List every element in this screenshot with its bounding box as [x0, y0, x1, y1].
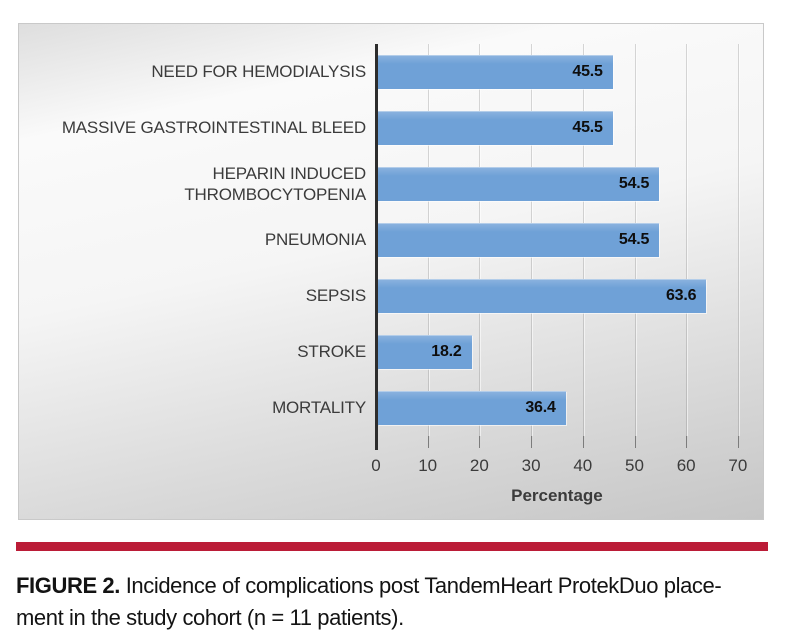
category-label-text: NEED FOR HEMODIALYSIS [151, 62, 366, 82]
x-axis-tick-label: 60 [676, 456, 696, 475]
x-axis-tick-label: 70 [728, 456, 748, 475]
x-axis-tick-label: 0 [371, 456, 381, 475]
category-label: HEPARIN INDUCED THROMBOCYTOPENIA [23, 156, 366, 212]
x-axis-tick-label: 30 [521, 456, 541, 475]
category-label: MORTALITY [23, 380, 366, 436]
bar: 54.5 [377, 167, 660, 201]
x-axis-tick-label: 10 [418, 456, 438, 475]
bar-value-label: 45.5 [572, 63, 603, 80]
bar: 18.2 [377, 335, 472, 369]
category-label-text: STROKE [297, 342, 366, 362]
category-label: MASSIVE GASTROINTESTINAL BLEED [23, 100, 366, 156]
figure-caption: FIGURE 2. Incidence of complications pos… [16, 570, 780, 634]
bar-value-label: 18.2 [431, 343, 462, 360]
bar-value-label: 54.5 [618, 175, 650, 192]
gridline [686, 44, 688, 436]
category-label: SEPSIS [23, 268, 366, 324]
category-label: NEED FOR HEMODIALYSIS [23, 44, 366, 100]
caption-line-1-text: Incidence of complications post TandemHe… [119, 573, 722, 598]
x-axis-tick-label: 50 [625, 456, 644, 475]
caption-line-1: FIGURE 2. Incidence of complications pos… [16, 573, 722, 598]
category-label-text: MASSIVE GASTROINTESTINAL BLEED [61, 118, 366, 138]
caption-line-2: ment in the study cohort (n = 11 patient… [16, 605, 404, 630]
gridline [737, 44, 739, 436]
bar: 36.4 [377, 391, 566, 425]
axis-tick-mark [686, 436, 688, 448]
axis-tick-mark [582, 436, 584, 448]
category-label-text: PNEUMONIA [264, 230, 366, 250]
figure-number-label: FIGURE 2. [16, 573, 120, 598]
bar: 45.5 [377, 55, 613, 89]
bar-chart: 0 10 20 30 40 50 60 70 NEED FOR HEMODIALYSIS 45.5… [18, 23, 764, 520]
bar: 63.6 [377, 279, 707, 313]
axis-tick-mark [479, 436, 481, 448]
category-label: PNEUMONIA [23, 212, 366, 268]
category-label-text: MORTALITY [272, 398, 366, 418]
bar-value-label: 36.4 [525, 399, 556, 416]
axis-tick-mark [427, 436, 429, 448]
axis-tick-mark [634, 436, 636, 448]
x-axis-tick-label: 20 [469, 456, 489, 475]
caption-divider-rule [16, 542, 768, 551]
category-label-text: SEPSIS [305, 286, 366, 306]
bar-value-label: 63.6 [665, 287, 697, 304]
bar-value-label: 45.5 [572, 119, 603, 136]
category-label: STROKE [23, 324, 366, 380]
y-axis-line [374, 44, 378, 450]
x-axis-tick-label: 40 [573, 456, 593, 475]
bar-value-label: 54.5 [618, 231, 650, 248]
bar: 54.5 [377, 223, 660, 257]
axis-tick-mark [531, 436, 533, 448]
bar: 45.5 [377, 111, 613, 145]
axis-tick-mark [737, 436, 739, 448]
x-axis-title: Percentage [511, 486, 603, 505]
category-label-text: HEPARIN INDUCED THROMBOCYTOPENIA [184, 163, 366, 204]
